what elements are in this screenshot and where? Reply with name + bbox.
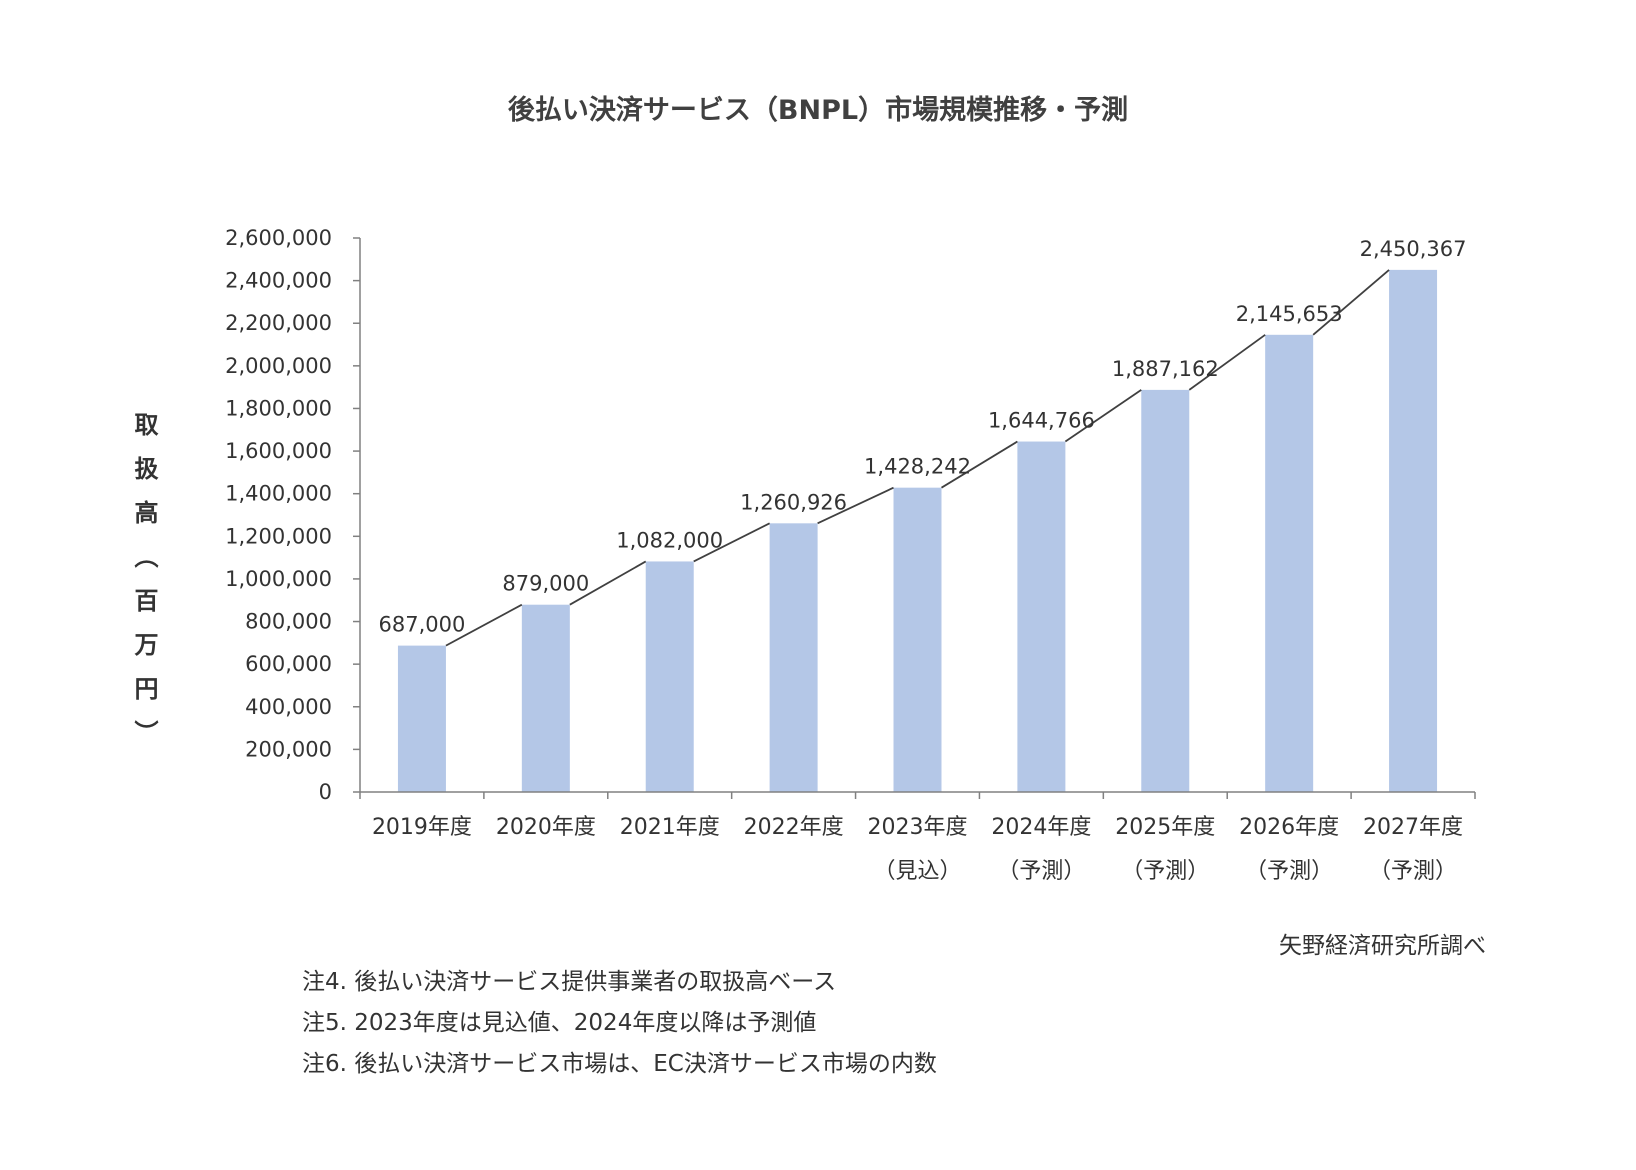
chart-title: 後払い決済サービス（BNPL）市場規模推移・予測 xyxy=(507,95,1129,126)
data-label: 1,428,242 xyxy=(864,455,971,479)
data-label: 1,260,926 xyxy=(740,490,847,514)
y-tick-label: 1,200,000 xyxy=(225,524,332,548)
source-note: 矢野経済研究所調べ xyxy=(1279,933,1486,959)
y-tick-label: 200,000 xyxy=(245,737,332,761)
trend-segment xyxy=(941,440,1018,489)
data-label: 2,450,367 xyxy=(1360,237,1467,261)
x-tick-label: 2025年度 xyxy=(1115,815,1215,840)
x-tick-label: 2023年度 xyxy=(868,815,968,840)
x-tick-label: 2022年度 xyxy=(744,815,844,840)
note-6: 注6. 後払い決済サービス市場は、EC決済サービス市場の内数 xyxy=(302,1051,937,1077)
trend-segment xyxy=(817,486,894,525)
x-tick-label: 2020年度 xyxy=(496,815,596,840)
trend-segment xyxy=(1312,269,1390,336)
data-label: 1,082,000 xyxy=(616,528,723,552)
bar xyxy=(1265,334,1314,792)
trend-segment xyxy=(445,603,523,647)
data-label: 1,887,162 xyxy=(1112,357,1219,381)
x-tick-label: 2027年度 xyxy=(1363,815,1463,840)
x-tick-sublabel: （予測） xyxy=(1369,859,1457,884)
y-tick-label: 2,200,000 xyxy=(225,311,332,335)
y-tick-label: 2,600,000 xyxy=(225,226,332,250)
y-tick-label: 1,400,000 xyxy=(225,482,332,506)
bar xyxy=(1017,441,1066,792)
x-tick-label: 2019年度 xyxy=(372,815,472,840)
bar xyxy=(893,487,942,792)
y-tick-label: 1,600,000 xyxy=(225,439,332,463)
x-tick-sublabel: （予測） xyxy=(1121,859,1209,884)
y-tick-label: 0 xyxy=(319,780,332,804)
data-label: 879,000 xyxy=(502,572,589,596)
note-4: 注4. 後払い決済サービス提供事業者の取扱高ベース xyxy=(302,969,837,995)
data-label: 687,000 xyxy=(379,613,466,637)
x-tick-label: 2026年度 xyxy=(1239,815,1339,840)
labels-layer: 0 200,000 400,000 600,000 800,000 1,000,000 1,… xyxy=(225,226,1466,884)
y-tick-label: 2,000,000 xyxy=(225,354,332,378)
y-tick-label: 2,400,000 xyxy=(225,269,332,293)
trend-segment xyxy=(569,560,647,606)
trend-segment xyxy=(1188,334,1266,391)
y-tick-label: 1,000,000 xyxy=(225,567,332,591)
y-tick-label: 1,800,000 xyxy=(225,396,332,420)
x-tick-label: 2024年度 xyxy=(991,815,1091,840)
x-tick-sublabel: （見込） xyxy=(873,859,961,884)
bar xyxy=(1141,389,1190,792)
y-tick-label: 400,000 xyxy=(245,695,332,719)
bar xyxy=(769,523,818,792)
y-tick-label: 600,000 xyxy=(245,652,332,676)
notes: 注4. 後払い決済サービス提供事業者の取扱高ベース 注5. 2023年度は見込値… xyxy=(302,962,937,1085)
trend-line-layer xyxy=(445,269,1390,647)
bar xyxy=(1389,269,1438,793)
data-label: 2,145,653 xyxy=(1236,302,1343,326)
data-label: 1,644,766 xyxy=(988,409,1095,433)
note-5: 注5. 2023年度は見込値、2024年度以降は予測値 xyxy=(302,1010,817,1036)
x-tick-sublabel: （予測） xyxy=(997,859,1085,884)
trend-segment xyxy=(1064,389,1142,443)
axes-layer xyxy=(353,237,1476,799)
y-tick-label: 800,000 xyxy=(245,610,332,634)
x-tick-sublabel: （予測） xyxy=(1245,859,1333,884)
x-tick-label: 2021年度 xyxy=(620,815,720,840)
bar xyxy=(397,645,446,792)
y-axis-label: 取扱高（百万円） xyxy=(130,412,158,764)
trend-segment xyxy=(693,522,771,563)
bar xyxy=(521,604,570,792)
bars-layer xyxy=(397,269,1438,793)
bar xyxy=(645,561,694,792)
